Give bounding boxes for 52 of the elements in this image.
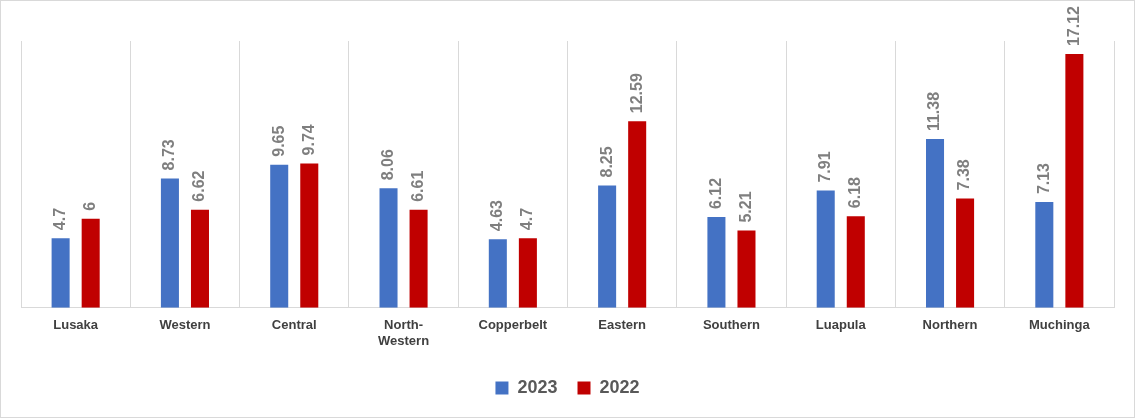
bar bbox=[300, 163, 319, 308]
bar bbox=[628, 121, 647, 308]
bar bbox=[81, 218, 100, 308]
legend-label: 2023 bbox=[517, 376, 558, 397]
data-label: 9.74 bbox=[299, 124, 317, 156]
bar bbox=[956, 198, 975, 308]
data-label: 4.63 bbox=[488, 199, 506, 232]
legend-label: 2022 bbox=[599, 376, 640, 397]
bar bbox=[518, 238, 537, 308]
x-tick-label: Copperbelt bbox=[478, 317, 548, 333]
bar bbox=[846, 216, 865, 308]
bar bbox=[707, 217, 726, 308]
bar bbox=[379, 188, 398, 308]
data-label: 7.38 bbox=[955, 159, 973, 191]
x-tick-label: Eastern bbox=[598, 317, 647, 333]
data-label: 6.18 bbox=[846, 176, 864, 209]
data-label: 8.25 bbox=[597, 146, 615, 178]
data-label: 8.06 bbox=[378, 149, 396, 181]
data-label: 8.73 bbox=[160, 139, 178, 171]
bar bbox=[488, 239, 507, 308]
data-label: 11.38 bbox=[925, 91, 943, 132]
x-tick-label: Lusaka bbox=[53, 317, 99, 333]
x-tick-label: Northern bbox=[922, 317, 978, 333]
data-label: 7.91 bbox=[816, 151, 834, 183]
x-tick-label: Central bbox=[271, 317, 317, 333]
data-label: 6.62 bbox=[190, 170, 208, 202]
data-label: 5.21 bbox=[736, 191, 754, 223]
data-label: 17.12 bbox=[1064, 5, 1082, 47]
bar bbox=[1035, 202, 1054, 308]
data-label: 12.59 bbox=[627, 73, 645, 114]
bar bbox=[737, 230, 756, 308]
data-label: 6.12 bbox=[706, 177, 724, 210]
data-label: 4.7 bbox=[51, 207, 69, 231]
x-tick-label: Muchinga bbox=[1029, 317, 1091, 333]
bar bbox=[190, 209, 209, 308]
bar bbox=[816, 190, 835, 308]
bar bbox=[160, 178, 179, 308]
data-label: 4.7 bbox=[518, 207, 536, 231]
x-tick-label: Southern bbox=[702, 317, 761, 333]
bar bbox=[1065, 54, 1084, 308]
bar bbox=[270, 164, 289, 308]
data-label: 9.65 bbox=[269, 125, 287, 157]
x-tick-label: Western bbox=[159, 317, 211, 333]
data-label: 7.13 bbox=[1034, 162, 1052, 195]
bar bbox=[926, 139, 945, 308]
bar bbox=[409, 209, 428, 308]
x-tick-label: North-Western bbox=[378, 317, 430, 348]
data-label: 6.61 bbox=[408, 170, 426, 202]
bar bbox=[598, 185, 617, 308]
bar bbox=[51, 238, 70, 308]
data-label: 6 bbox=[81, 201, 99, 211]
x-tick-label: Luapula bbox=[815, 317, 867, 333]
